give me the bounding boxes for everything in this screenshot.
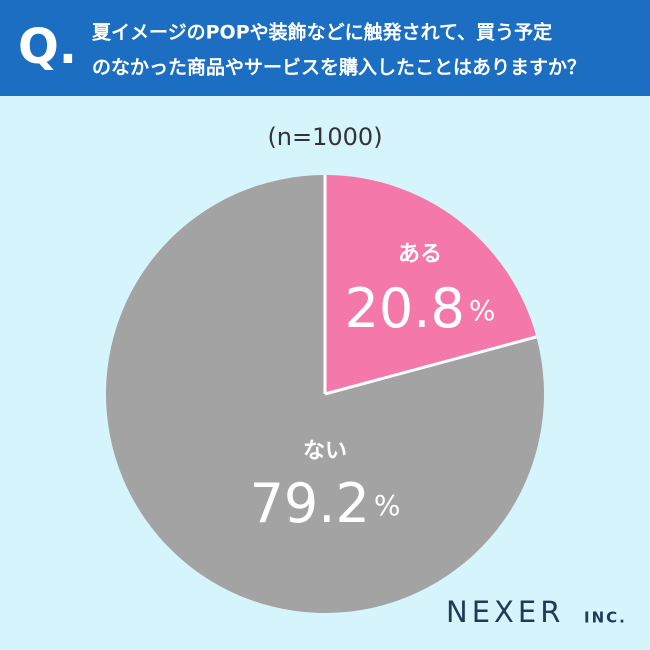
logo: NEXER (446, 595, 564, 629)
logo-suffix: INC. (584, 609, 627, 627)
value-label: 20.8% (345, 277, 496, 340)
title-line: のなかった商品やサービスを購入したことはありますか？ (92, 56, 586, 79)
pie: ある 20.8 % ない 79.2% (105, 175, 544, 613)
title-line: 夏イメージのPOPや装飾などに触発されて、買う予定 (92, 21, 552, 44)
slice-separator (324, 335, 537, 396)
question-mark: Q. (18, 19, 77, 75)
value-label: 79.2% (250, 472, 401, 535)
header (0, 0, 650, 96)
category-label: ない (303, 439, 347, 464)
subtitle: (n=1000) (267, 123, 382, 151)
pie-slice (325, 175, 537, 394)
category-label: ある (398, 242, 442, 267)
